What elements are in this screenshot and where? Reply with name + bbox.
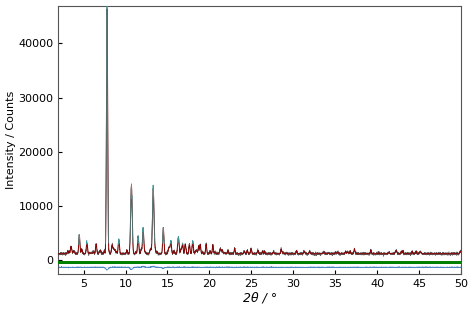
- Y-axis label: Intensity / Counts: Intensity / Counts: [6, 91, 16, 189]
- X-axis label: 2θ / °: 2θ / °: [243, 291, 277, 304]
- Bar: [58, 261, 462, 264]
